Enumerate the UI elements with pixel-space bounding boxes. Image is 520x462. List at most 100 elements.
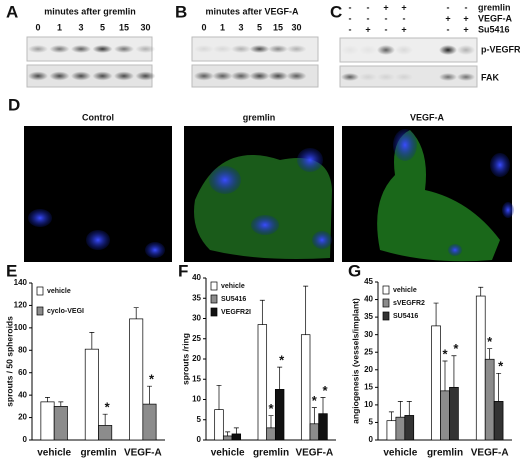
bar (300, 334, 311, 441)
blot-label: p-VEGFR2 (481, 44, 520, 54)
y-tick-label: 35 (364, 312, 373, 321)
bar (395, 416, 406, 441)
y-tick-label: 15 (192, 374, 201, 383)
bar (53, 406, 68, 441)
nucleus (502, 202, 514, 218)
condition-sign: - (447, 2, 450, 12)
y-tick-label: 0 (23, 435, 28, 444)
condition-sign: - (349, 13, 352, 23)
lane-label: 3 (238, 22, 243, 32)
blot-band (341, 73, 359, 81)
condition-label: gremlin (478, 2, 511, 12)
legend-label: sVEGFR2 (393, 300, 425, 307)
bar (222, 435, 233, 441)
error-bar (388, 411, 394, 421)
error-bar (89, 331, 95, 350)
blot-band (194, 45, 214, 53)
x-tick-label: gremlin (253, 448, 289, 459)
error-bar (146, 385, 152, 405)
x-tick-label: vehicle (383, 448, 417, 459)
y-tick-label: 10 (364, 400, 373, 409)
condition-sign: + (383, 2, 388, 12)
nucleus (209, 166, 241, 194)
significance-star: * (268, 401, 274, 416)
legend-label: cyclo-VEGI (47, 308, 84, 315)
blot-band (135, 71, 156, 81)
nucleus (297, 148, 323, 172)
y-tick-label: 25 (192, 334, 201, 343)
significance-star: * (487, 334, 493, 349)
bar (475, 295, 486, 441)
blot-band (135, 45, 156, 53)
legend-label: SU5416 (221, 296, 246, 303)
legend-label: vehicle (47, 288, 71, 295)
lane-label: 0 (35, 22, 40, 32)
error-bar (216, 384, 222, 410)
bar (98, 425, 113, 441)
x-tick-label: vehicle (211, 448, 245, 459)
error-bar (496, 372, 502, 402)
y-tick-label: 100 (14, 323, 28, 332)
condition-sign: + (463, 24, 468, 34)
y-tick-label: 40 (18, 390, 27, 399)
condition-label: VEGF-A (478, 13, 513, 23)
blot-band (341, 45, 359, 55)
panel-label: D (8, 95, 20, 114)
lane-label: 1 (220, 22, 225, 32)
legend-swatch (382, 311, 390, 321)
bar (386, 420, 397, 441)
condition-sign: + (463, 13, 468, 23)
panel-label: G (348, 261, 361, 280)
error-bar (406, 401, 412, 416)
legend-label: vehicle (221, 283, 245, 290)
lane-label: 30 (291, 22, 301, 32)
y-tick-label: 20 (364, 365, 373, 374)
significance-star: * (149, 372, 155, 387)
panel-label: E (6, 261, 17, 280)
condition-sign: - (465, 2, 468, 12)
condition-sign: - (349, 2, 352, 12)
bar (404, 415, 415, 441)
image-title: Control (82, 112, 114, 122)
condition-sign: + (365, 24, 370, 34)
y-tick-label: 80 (18, 345, 27, 354)
error-bar (478, 286, 484, 297)
error-bar (433, 302, 439, 326)
blot-band (92, 45, 113, 53)
error-bar (225, 431, 231, 436)
blot-band (212, 71, 233, 81)
panel-label: C (330, 2, 342, 21)
blot-band (286, 71, 307, 81)
y-tick-label: 10 (192, 395, 201, 404)
legend-label: vehicle (393, 287, 417, 294)
y-tick-label: 0 (197, 435, 202, 444)
y-axis-label: sprouts /ring (180, 333, 190, 385)
blot-band (28, 45, 48, 53)
blot-band (457, 73, 475, 81)
error-bar (442, 360, 448, 391)
lane-label: 3 (78, 22, 83, 32)
nucleus (28, 209, 52, 227)
condition-sign: + (445, 13, 450, 23)
bar (309, 423, 320, 441)
condition-sign: - (349, 24, 352, 34)
y-tick-label: 20 (192, 354, 201, 363)
image-title: VEGF-A (410, 112, 445, 122)
nucleus (448, 244, 462, 256)
significance-star: * (442, 346, 448, 361)
x-tick-label: gremlin (80, 448, 116, 459)
condition-sign: - (367, 13, 370, 23)
condition-sign: - (385, 24, 388, 34)
blot-band (49, 71, 70, 81)
legend-swatch (36, 306, 44, 316)
legend-swatch (36, 286, 44, 296)
blot-band (28, 71, 48, 81)
lane-label: 0 (201, 22, 206, 32)
blot-band (71, 71, 91, 81)
error-bar (259, 299, 265, 325)
nucleus (312, 231, 332, 249)
error-bar (277, 366, 283, 390)
x-tick-label: VEGF-A (124, 448, 162, 459)
blot-band (457, 45, 475, 55)
